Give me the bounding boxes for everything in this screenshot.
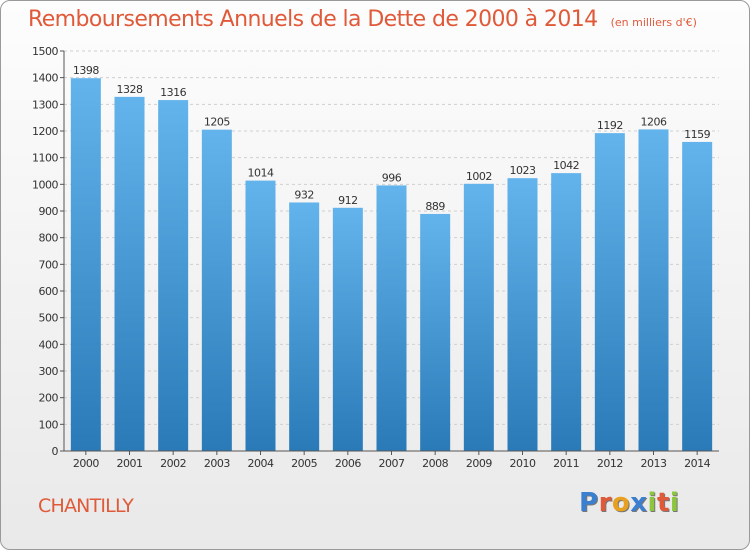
y-tick-label: 800 xyxy=(39,232,59,245)
bar-value-label: 1192 xyxy=(597,119,623,132)
y-tick-label: 900 xyxy=(39,205,59,218)
bar-value-label: 1014 xyxy=(248,167,274,180)
x-tick-label: 2000 xyxy=(73,457,99,470)
y-tick-label: 1100 xyxy=(32,152,58,165)
bar xyxy=(332,207,363,451)
bar-value-label: 1159 xyxy=(684,128,710,141)
x-tick-label: 2003 xyxy=(204,457,230,470)
logo-letter: x xyxy=(630,488,648,518)
x-tick-label: 2012 xyxy=(597,457,623,470)
y-tick-label: 1000 xyxy=(32,178,58,191)
bar xyxy=(201,129,232,451)
bar-value-label: 1398 xyxy=(73,64,99,77)
x-tick-label: 2014 xyxy=(684,457,710,470)
bar xyxy=(376,185,407,451)
commune-name: CHANTILLY xyxy=(38,495,134,517)
logo-letter: t xyxy=(656,488,670,518)
y-tick-label: 200 xyxy=(39,392,59,405)
bar xyxy=(158,100,189,452)
bar-value-label: 1206 xyxy=(641,115,667,128)
proxiti-logo: Proxiti xyxy=(579,488,679,518)
x-tick-label: 2006 xyxy=(335,457,361,470)
bar xyxy=(594,133,625,451)
bar-value-label: 996 xyxy=(382,171,402,184)
x-tick-label: 2013 xyxy=(641,457,667,470)
bar xyxy=(551,173,582,451)
x-tick-label: 2007 xyxy=(379,457,405,470)
bar-value-label: 1205 xyxy=(204,116,230,129)
x-tick-label: 2004 xyxy=(248,457,274,470)
bar xyxy=(638,129,669,451)
y-tick-label: 400 xyxy=(39,338,59,351)
bar xyxy=(682,141,713,451)
chart-subtitle: (en milliers d'€) xyxy=(610,16,697,29)
bar xyxy=(245,180,276,451)
y-tick-label: 1500 xyxy=(32,45,58,58)
bar-value-label: 889 xyxy=(425,200,445,213)
y-tick-label: 500 xyxy=(39,312,59,325)
bar xyxy=(420,213,451,451)
x-tick-label: 2002 xyxy=(160,457,186,470)
bar xyxy=(289,202,320,451)
bar-value-label: 912 xyxy=(338,194,358,207)
logo-letter: r xyxy=(598,488,612,518)
bar xyxy=(463,183,494,452)
chart-title-row: Remboursements Annuels de la Dette de 20… xyxy=(28,7,697,32)
y-tick-label: 1300 xyxy=(32,98,58,111)
y-tick-label: 700 xyxy=(39,258,59,271)
logo-letter: P xyxy=(579,488,599,518)
bar xyxy=(70,78,101,451)
y-tick-label: 100 xyxy=(39,418,59,431)
x-tick-label: 2011 xyxy=(553,457,579,470)
x-tick-label: 2010 xyxy=(510,457,536,470)
bar-value-label: 1023 xyxy=(510,164,536,177)
bar-value-label: 1002 xyxy=(466,170,492,183)
y-tick-label: 600 xyxy=(39,285,59,298)
y-tick-label: 1200 xyxy=(32,125,58,138)
x-tick-label: 2005 xyxy=(291,457,317,470)
y-tick-label: 300 xyxy=(39,365,59,378)
bar-value-label: 1042 xyxy=(553,159,579,172)
logo-letter: o xyxy=(611,488,631,518)
bar xyxy=(507,178,538,451)
chart-title: Remboursements Annuels de la Dette de 20… xyxy=(28,7,598,32)
logo-letter: i xyxy=(647,488,657,518)
bar-value-label: 1316 xyxy=(160,86,186,99)
y-tick-label: 1400 xyxy=(32,72,58,85)
y-tick-label: 0 xyxy=(52,445,59,458)
x-tick-label: 2001 xyxy=(117,457,143,470)
logo-letter: i xyxy=(669,488,680,518)
x-tick-label: 2009 xyxy=(466,457,492,470)
bar-value-label: 932 xyxy=(294,188,314,201)
x-tick-label: 2008 xyxy=(422,457,448,470)
bar xyxy=(114,96,145,451)
bar-value-label: 1328 xyxy=(117,83,143,96)
